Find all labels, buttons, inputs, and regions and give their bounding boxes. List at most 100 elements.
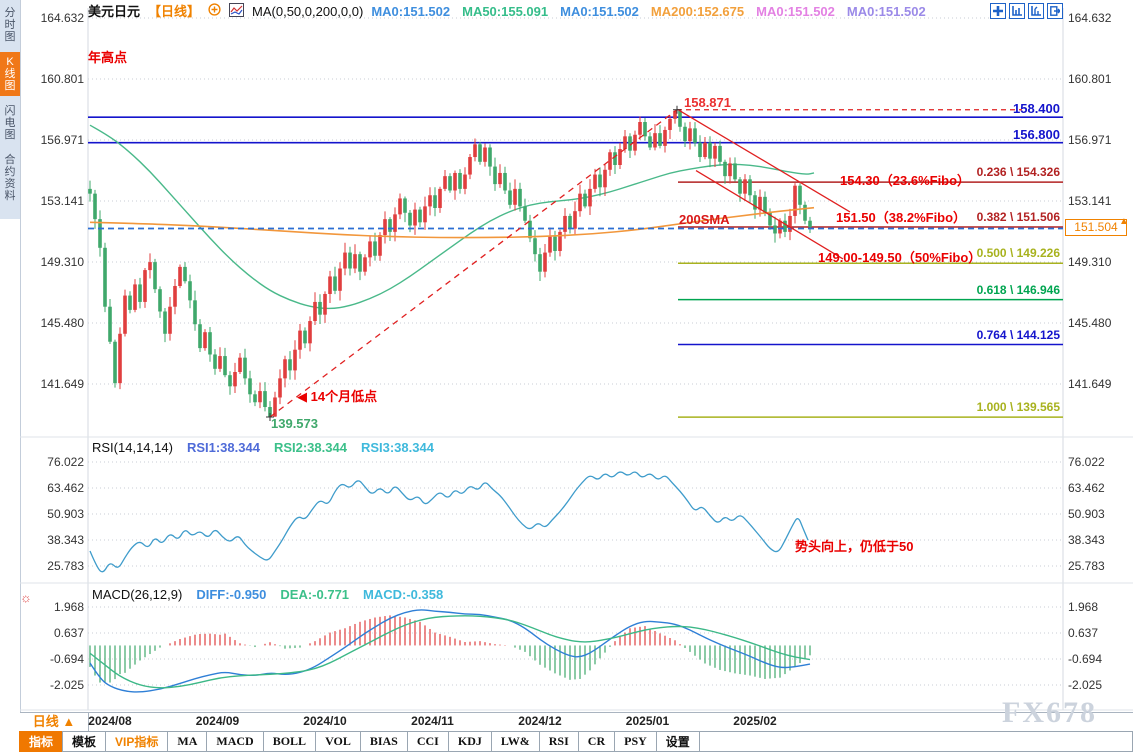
fibo-label: 0.236 \ 154.326 bbox=[976, 165, 1060, 180]
candle-body bbox=[463, 174, 467, 189]
candle-body bbox=[273, 397, 277, 417]
fibo-label: 0.382 \ 151.506 bbox=[976, 210, 1060, 224]
toolbar-button-kdj[interactable]: KDJ bbox=[447, 731, 492, 752]
candle-body bbox=[548, 236, 552, 253]
ma-value: MA0:151.502 bbox=[371, 3, 451, 19]
candle-body bbox=[353, 254, 357, 269]
chart-annotation: 年高点 bbox=[88, 50, 128, 65]
x-axis-date-label: 2024/12 bbox=[518, 714, 562, 728]
period-tag: 【日线】 bbox=[148, 3, 201, 19]
macd-value: DIFF:-0.950 bbox=[196, 587, 267, 602]
y-axis-label: 38.343 bbox=[47, 533, 84, 547]
toolbar-button-lw&[interactable]: LW& bbox=[490, 731, 540, 752]
add-compare-icon[interactable] bbox=[208, 3, 221, 19]
y-axis-label: 145.480 bbox=[40, 316, 84, 330]
last-price-badge: 151.504 bbox=[1065, 219, 1127, 236]
y-axis-label: 149.310 bbox=[40, 255, 84, 269]
candle-body bbox=[698, 142, 702, 158]
candle-body bbox=[608, 152, 612, 170]
rsi-value: RSI2:38.344 bbox=[273, 440, 347, 455]
candle-body bbox=[98, 219, 102, 248]
indicator-settings-icon[interactable]: ☼ bbox=[20, 590, 32, 605]
y-axis-label: 164.632 bbox=[1068, 11, 1112, 25]
toolbar-button-指标[interactable]: 指标 bbox=[19, 731, 64, 752]
candle-body bbox=[703, 142, 707, 158]
chart-annotation: 151.50（38.2%Fibo） bbox=[836, 210, 967, 225]
toolbar-button-cr[interactable]: CR bbox=[577, 731, 616, 752]
candle-body bbox=[148, 262, 152, 271]
trendline bbox=[695, 170, 844, 260]
candle-body bbox=[88, 188, 92, 194]
y-axis-label: 0.637 bbox=[1068, 626, 1099, 640]
pan-axis-icon[interactable] bbox=[1028, 3, 1044, 19]
candle-body bbox=[598, 174, 602, 188]
candle-body bbox=[763, 196, 767, 213]
toolbar-button-rsi[interactable]: RSI bbox=[538, 731, 579, 752]
fibo-label: 1.000 \ 139.565 bbox=[976, 400, 1060, 415]
candle-body bbox=[358, 254, 362, 272]
candle-body bbox=[313, 301, 317, 322]
y-axis-label: -0.694 bbox=[49, 652, 84, 666]
toolbar-button-psy[interactable]: PSY bbox=[614, 731, 657, 752]
x-axis-date-label: 2025/01 bbox=[625, 714, 670, 728]
candle-body bbox=[418, 209, 422, 223]
chart-annotation: 154.30（23.6%Fibo） bbox=[840, 173, 971, 188]
candle-body bbox=[618, 149, 622, 165]
ma-settings: MA(0,50,0,200,0,0) bbox=[252, 3, 364, 19]
kline-style-icon[interactable] bbox=[229, 2, 245, 20]
sidebar-tab-item[interactable]: 闪电图 bbox=[4, 105, 16, 141]
sidebar-tab-item[interactable]: 合约资料 bbox=[4, 154, 16, 202]
candle-body bbox=[173, 286, 177, 307]
candle-body bbox=[563, 215, 567, 232]
toolbar-button-vol[interactable]: VOL bbox=[315, 731, 361, 752]
toolbar-button-macd[interactable]: MACD bbox=[206, 731, 264, 752]
candle-body bbox=[373, 241, 377, 256]
toolbar-button-ma[interactable]: MA bbox=[167, 731, 208, 752]
price-level-label: 156.800 bbox=[1013, 126, 1060, 142]
candle-body bbox=[743, 179, 747, 194]
candle-body bbox=[198, 324, 202, 349]
rsi-annotation: 势头向上，仍低于50 bbox=[795, 539, 914, 554]
candle-body bbox=[738, 179, 742, 194]
period-selector[interactable]: 日线 ▲ bbox=[20, 713, 89, 732]
toolbar-button-bias[interactable]: BIAS bbox=[359, 731, 408, 752]
ma-value: MA50:155.091 bbox=[462, 3, 549, 19]
candle-body bbox=[113, 341, 117, 384]
zoom-axis-icon[interactable] bbox=[1009, 3, 1025, 19]
candle-body bbox=[478, 144, 482, 162]
chart-toolbar-icons bbox=[990, 3, 1063, 19]
toolbar-button-boll[interactable]: BOLL bbox=[262, 731, 317, 752]
candle-body bbox=[723, 161, 727, 177]
fibo-label: 0.764 \ 144.125 bbox=[976, 327, 1060, 342]
y-axis-label: 25.783 bbox=[47, 559, 84, 573]
candle-body bbox=[648, 136, 652, 148]
y-axis-label: 63.462 bbox=[1068, 481, 1105, 495]
crosshair-icon[interactable] bbox=[990, 3, 1006, 19]
candle-body bbox=[338, 268, 342, 291]
candle-body bbox=[498, 172, 502, 185]
y-axis-label: -2.025 bbox=[1068, 678, 1103, 692]
candle-body bbox=[673, 110, 677, 119]
candle-body bbox=[238, 357, 242, 372]
candle-body bbox=[298, 330, 302, 350]
toolbar-button-vip指标[interactable]: VIP指标 bbox=[105, 731, 169, 752]
candle-body bbox=[588, 188, 592, 207]
candle-body bbox=[133, 284, 137, 310]
indicator-toolbar: 指标 模板 VIP指标 MA MACD BOLL VOL BIAS CCI KDJ LW& RSI CR… bbox=[19, 731, 1133, 752]
toolbar-button-设置[interactable]: 设置 bbox=[655, 731, 700, 752]
sidebar-tab-item[interactable]: 分时图 bbox=[4, 7, 16, 43]
macd-dea-line bbox=[89, 615, 811, 689]
extreme-marker bbox=[673, 105, 681, 114]
candle-body bbox=[103, 247, 107, 307]
candle-body bbox=[348, 252, 352, 269]
export-icon[interactable] bbox=[1047, 3, 1063, 19]
toolbar-button-cci[interactable]: CCI bbox=[406, 731, 449, 752]
toolbar-button-模板[interactable]: 模板 bbox=[62, 731, 107, 752]
candle-body bbox=[808, 220, 812, 228]
candle-body bbox=[343, 252, 347, 269]
candle-body bbox=[533, 238, 537, 255]
candle-body bbox=[628, 136, 632, 151]
ma-value: MA0:151.502 bbox=[846, 3, 926, 19]
